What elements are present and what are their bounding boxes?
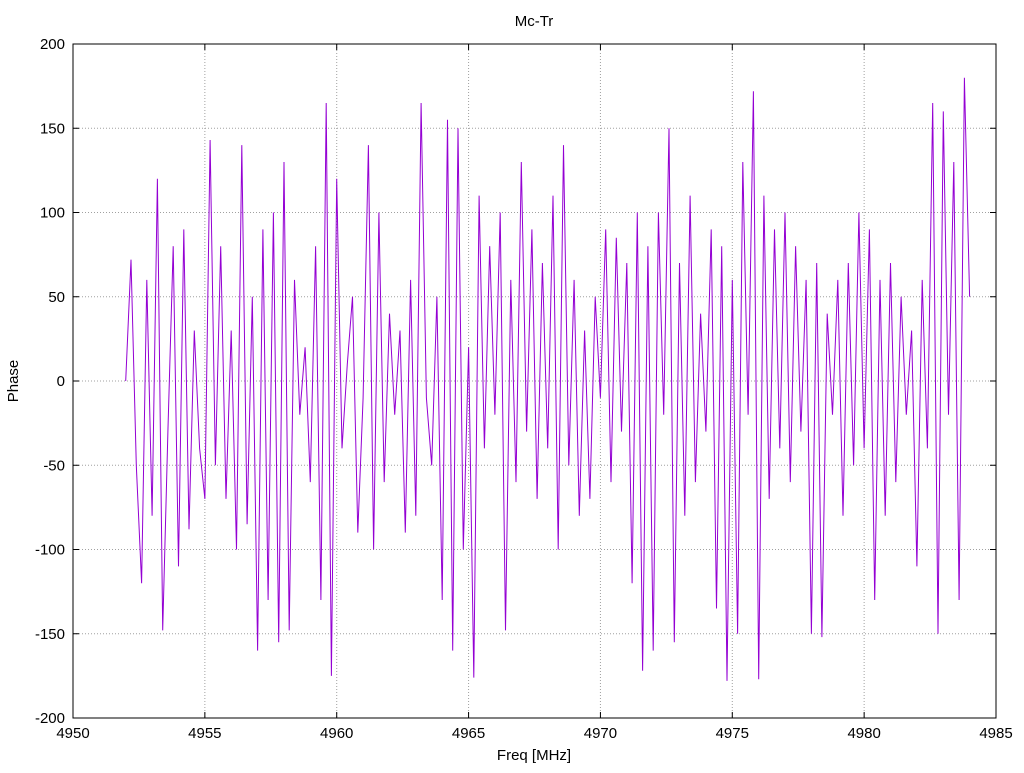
series-layer: [125, 77, 971, 681]
chart-title: Mc-Tr: [515, 13, 554, 30]
x-tick-label: 4965: [452, 725, 485, 742]
y-tick-label: -150: [35, 626, 65, 643]
x-tick-label: 4950: [56, 725, 89, 742]
x-tick-label: 4980: [847, 725, 880, 742]
y-tick-label: 100: [40, 205, 65, 222]
y-tick-label: -50: [43, 457, 65, 474]
y-tick-label: 150: [40, 120, 65, 137]
x-tick-label: 4960: [320, 725, 353, 742]
series-line-phase: [125, 77, 971, 681]
x-tick-label: 4955: [188, 725, 221, 742]
plot-border: [72, 43, 997, 719]
y-tick-label: 0: [57, 373, 65, 390]
x-tick-label: 4975: [716, 725, 749, 742]
y-tick-label: -100: [35, 542, 65, 559]
y-tick-label: -200: [35, 710, 65, 727]
x-axis-label: Freq [MHz]: [497, 747, 571, 764]
y-tick-label: 50: [48, 289, 65, 306]
x-tick-label: 4985: [979, 725, 1012, 742]
y-axis-label: Phase: [5, 360, 22, 403]
y-tick-label: 200: [40, 36, 65, 53]
x-tick-label: 4970: [584, 725, 617, 742]
tick-labels: 4950 4955 4960 4965 4970 4975 4980 4985 -200 -150…: [35, 36, 1013, 742]
